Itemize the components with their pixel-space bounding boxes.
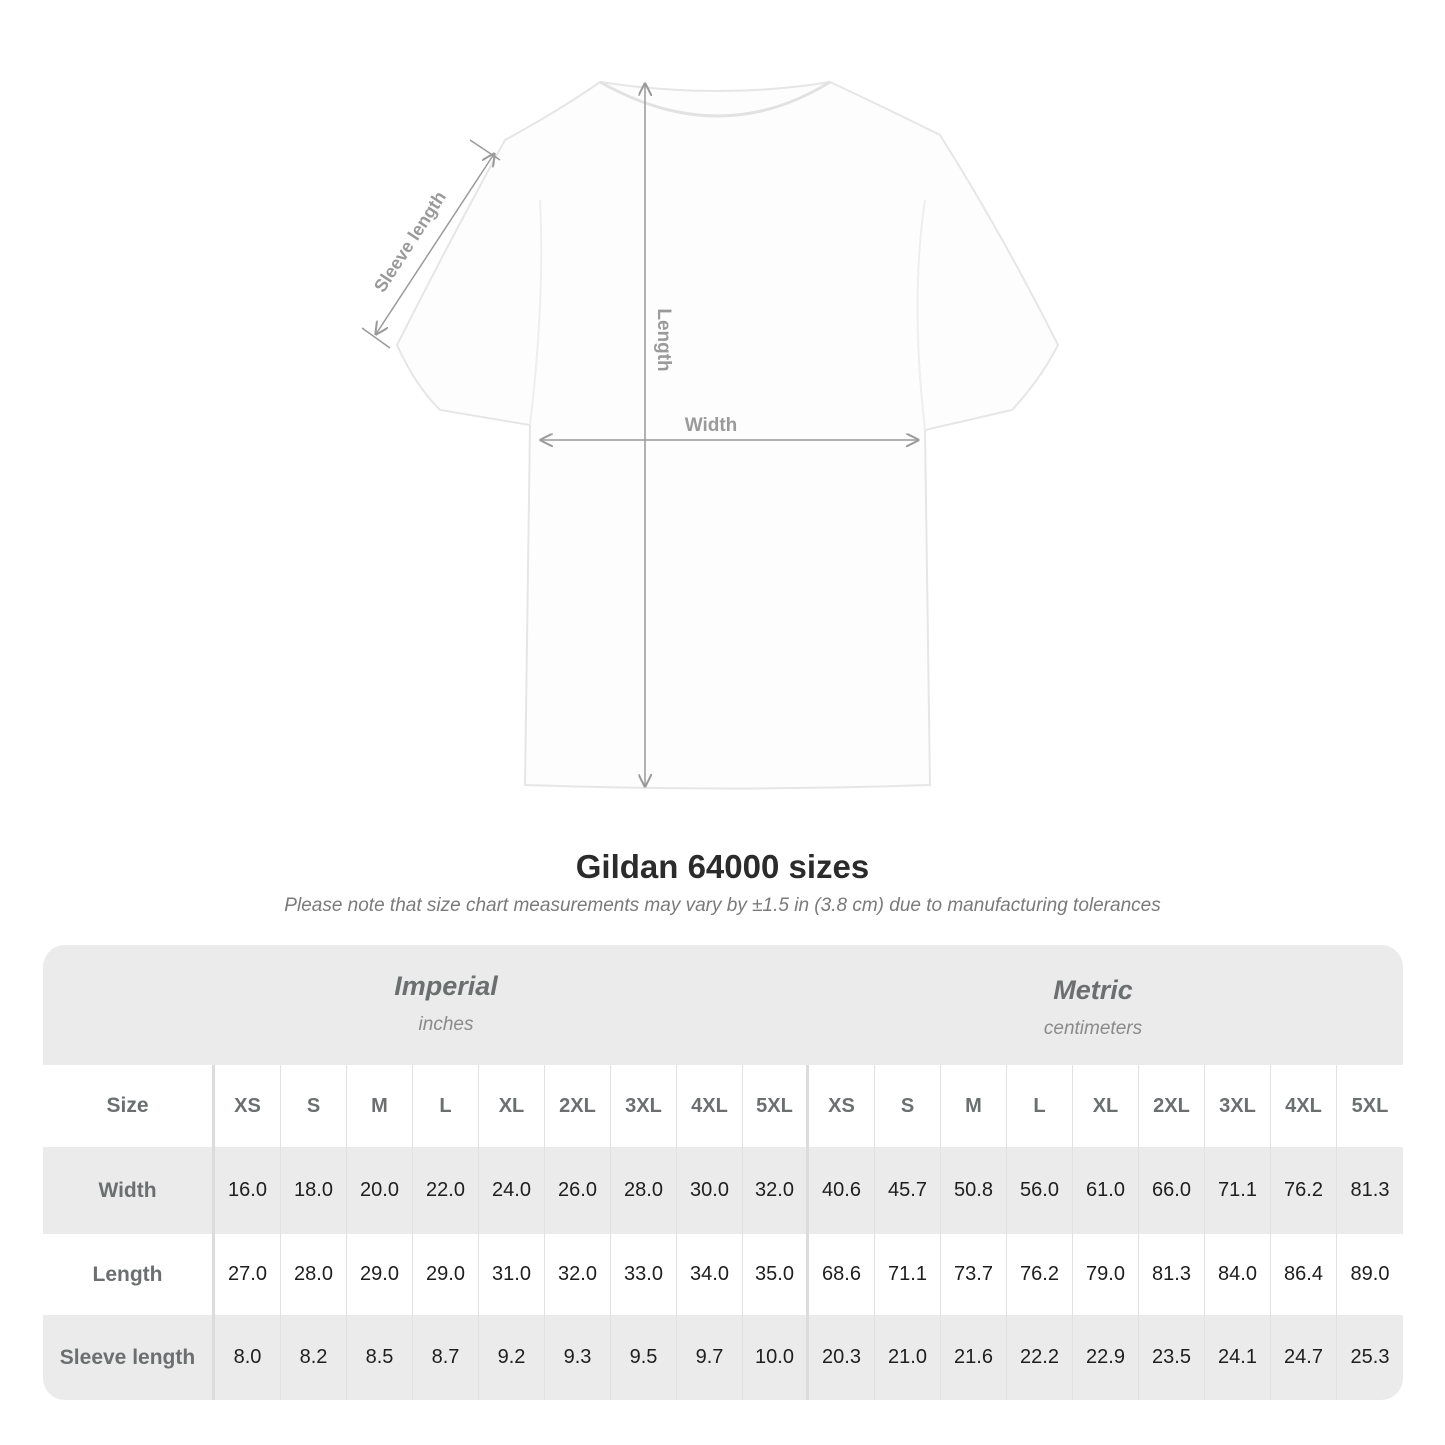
table-cell: 9.5 <box>611 1315 677 1400</box>
table-cell: 28.0 <box>281 1234 347 1315</box>
table-cell: 18.0 <box>281 1147 347 1234</box>
table-cell: 45.7 <box>875 1147 941 1234</box>
table-cell: 33.0 <box>611 1234 677 1315</box>
table-row: Sleeve length 8.0 8.2 8.5 8.7 9.2 9.3 9.5 9.7 10.… <box>43 1315 1403 1400</box>
size-header-cell: M <box>941 1065 1007 1147</box>
table-cell: 76.2 <box>1007 1234 1073 1315</box>
table-cell: 76.2 <box>1271 1147 1337 1234</box>
table-cell: 25.3 <box>1350 1346 1390 1368</box>
size-header-cell: L <box>413 1065 479 1147</box>
table-cell: 24.7 <box>1271 1315 1337 1400</box>
table-cell: 26.0 <box>545 1147 611 1234</box>
table-cell: 27.0 <box>215 1234 281 1315</box>
metric-title: Metric <box>1053 975 1133 1005</box>
table-cell: 71.1 <box>1205 1147 1271 1234</box>
size-header-cell: L <box>1007 1065 1073 1147</box>
imperial-header: Imperial inches <box>149 971 743 1036</box>
size-header-cell: XS <box>809 1065 875 1147</box>
table-cell: 81.3 <box>1139 1234 1205 1315</box>
row-label: Length <box>43 1234 215 1315</box>
metric-header: Metric centimeters <box>796 975 1390 1040</box>
table-cell: 9.7 <box>677 1315 743 1400</box>
imperial-unit: inches <box>418 1014 474 1035</box>
size-header-cell: 3XL <box>611 1065 677 1147</box>
table-cell: 79.0 <box>1073 1234 1139 1315</box>
size-header-cell: S <box>281 1065 347 1147</box>
table-cell: 31.0 <box>479 1234 545 1315</box>
table-cell: 9.3 <box>545 1315 611 1400</box>
table-cell: 68.6 <box>809 1234 875 1315</box>
table-row: Length 27.0 28.0 29.0 29.0 31.0 32.0 33.0 34.0 35… <box>43 1234 1403 1315</box>
size-header-cell: M <box>347 1065 413 1147</box>
table-cell: 86.4 <box>1271 1234 1337 1315</box>
metric-unit: centimeters <box>1043 1018 1143 1039</box>
table-cell: 32.0 <box>743 1147 809 1234</box>
table-cell: 89.0 <box>1350 1263 1390 1285</box>
table-cell: 40.6 <box>809 1147 875 1234</box>
table-cell: 66.0 <box>1139 1147 1205 1234</box>
collar <box>599 80 831 118</box>
table-cell: 8.2 <box>281 1315 347 1400</box>
size-header-cell: 3XL <box>1205 1065 1271 1147</box>
table-cell: 73.7 <box>941 1234 1007 1315</box>
table-cell: 22.9 <box>1073 1315 1139 1400</box>
size-header-cell: XL <box>479 1065 545 1147</box>
table-cell: 35.0 <box>743 1234 809 1315</box>
table-cell: 9.2 <box>479 1315 545 1400</box>
table-cell: 21.0 <box>875 1315 941 1400</box>
length-label: Length <box>653 308 674 371</box>
imperial-title: Imperial <box>394 971 498 1001</box>
size-header-cell: 5XL <box>1351 1094 1389 1117</box>
table-cell: 8.5 <box>347 1315 413 1400</box>
row-label: Width <box>43 1147 215 1234</box>
table-cell: 22.2 <box>1007 1315 1073 1400</box>
table-cell: 32.0 <box>545 1234 611 1315</box>
tshirt-diagram: Width Length Sleeve length <box>361 80 1060 790</box>
table-cell: 16.0 <box>215 1147 281 1234</box>
size-header-cell: S <box>875 1065 941 1147</box>
size-header-cell: XS <box>215 1065 281 1147</box>
size-header-cell: 5XL <box>743 1065 809 1147</box>
page-title: Gildan 64000 sizes <box>575 848 870 885</box>
size-header-cell: 2XL <box>1139 1065 1205 1147</box>
size-table: Imperial inches Metric centimeters Size X… <box>43 945 1403 1400</box>
row-label: Sleeve length <box>43 1315 215 1400</box>
table-cell: 29.0 <box>413 1234 479 1315</box>
table-cell: 24.1 <box>1205 1315 1271 1400</box>
size-header-row: Size XS S M L XL 2XL 3XL 4XL 5XL XS S M L XL 2XL 3XL 4XL 5… <box>43 1065 1403 1147</box>
table-cell: 29.0 <box>347 1234 413 1315</box>
table-cell: 20.0 <box>347 1147 413 1234</box>
width-label: Width <box>685 415 738 436</box>
table-cell: 24.0 <box>479 1147 545 1234</box>
table-cell: 61.0 <box>1073 1147 1139 1234</box>
table-cell: 22.0 <box>413 1147 479 1234</box>
table-row: Width 16.0 18.0 20.0 22.0 24.0 26.0 28.0 30.0 32.… <box>43 1147 1403 1234</box>
table-cell: 20.3 <box>809 1315 875 1400</box>
table-cell: 10.0 <box>743 1315 809 1400</box>
table-cell: 50.8 <box>941 1147 1007 1234</box>
table-cell: 23.5 <box>1139 1315 1205 1400</box>
table-cell: 84.0 <box>1205 1234 1271 1315</box>
table-cell: 8.0 <box>215 1315 281 1400</box>
row-label: Size <box>43 1065 215 1147</box>
table-cell: 8.7 <box>413 1315 479 1400</box>
table-cell: 21.6 <box>941 1315 1007 1400</box>
size-header-cell: XL <box>1073 1065 1139 1147</box>
tolerance-note: Please note that size chart measurements… <box>284 895 1161 916</box>
size-header-cell: 4XL <box>677 1065 743 1147</box>
table-cell: 34.0 <box>677 1234 743 1315</box>
table-cell: 28.0 <box>611 1147 677 1234</box>
size-header-cell: 2XL <box>545 1065 611 1147</box>
table-cell: 30.0 <box>677 1147 743 1234</box>
sleeve-measure-line <box>376 154 494 334</box>
table-cell: 81.3 <box>1350 1179 1390 1201</box>
table-cell: 71.1 <box>875 1234 941 1315</box>
table-header-band: Imperial inches Metric centimeters <box>43 945 1403 1065</box>
table-cell: 56.0 <box>1007 1147 1073 1234</box>
size-header-cell: 4XL <box>1271 1065 1337 1147</box>
